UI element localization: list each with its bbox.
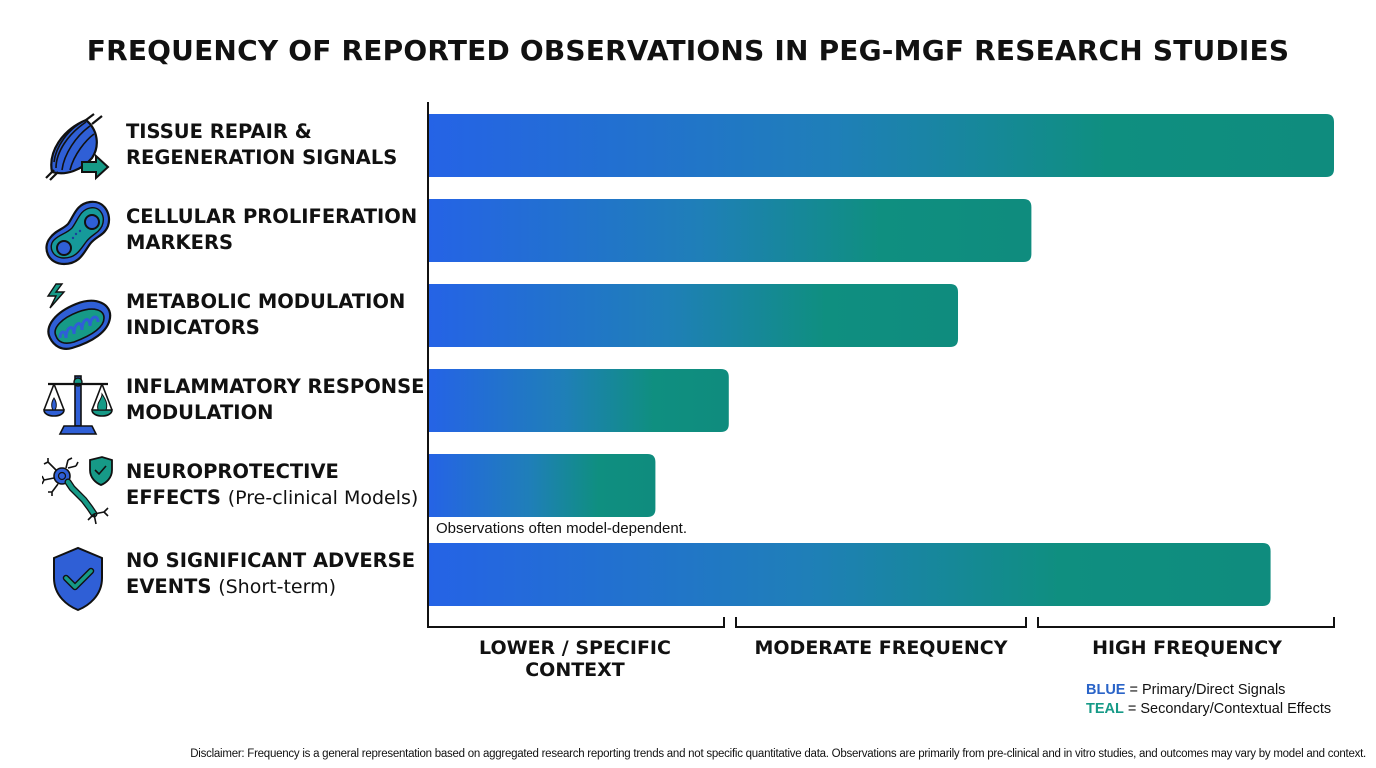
label-qualifier: (Short-term) (218, 576, 336, 598)
x-tier-bracket-0 (427, 617, 725, 628)
label-line: EFFECTS (126, 486, 221, 509)
bar-4 (428, 454, 656, 517)
category-label-adverse-events: NO SIGNIFICANT ADVERSE EVENTS (Short-term… (126, 548, 426, 600)
label-line: INFLAMMATORY RESPONSE (126, 375, 425, 398)
label-line: NEUROPROTECTIVE (126, 460, 339, 483)
label-line: TISSUE REPAIR & (126, 120, 312, 143)
label-line: EVENTS (126, 575, 212, 598)
category-label-neuroprotective: NEUROPROTECTIVE EFFECTS (Pre-clinical Mod… (126, 459, 426, 511)
label-line: MARKERS (126, 231, 234, 254)
bar-1 (428, 199, 1032, 262)
legend: BLUE = Primary/Direct Signals TEAL = Sec… (1086, 681, 1331, 719)
x-tier-label-high: HIGH FREQUENCY (1092, 637, 1282, 659)
bar-0 (428, 114, 1334, 177)
shield-check-icon (53, 546, 103, 612)
label-line: MODULATION (126, 401, 274, 424)
bar-3 (428, 369, 729, 432)
label-line: NO SIGNIFICANT ADVERSE (126, 549, 416, 572)
balance-scale-icon (43, 375, 113, 435)
neuron-shield-icon (42, 456, 113, 525)
x-tier-bracket-1 (735, 617, 1027, 628)
legend-item-teal: TEAL = Secondary/Contextual Effects (1086, 700, 1331, 719)
label-line: CELLULAR PROLIFERATION (126, 205, 418, 228)
bar-2 (428, 284, 959, 347)
category-label-tissue-repair: TISSUE REPAIR & REGENERATION SIGNALS (126, 119, 426, 171)
label-line: METABOLIC MODULATION (126, 290, 406, 313)
bar-5 (428, 543, 1271, 606)
legend-item-blue: BLUE = Primary/Direct Signals (1086, 681, 1331, 700)
mitochondria-bolt-icon (46, 283, 112, 350)
category-label-inflammatory: INFLAMMATORY RESPONSE MODULATION (126, 374, 426, 426)
label-line: REGENERATION SIGNALS (126, 146, 398, 169)
x-tier-label-lower: LOWER / SPECIFIC CONTEXT (479, 637, 671, 681)
category-label-metabolic: METABOLIC MODULATION INDICATORS (126, 289, 426, 341)
disclaimer: Disclaimer: Frequency is a general repre… (190, 748, 1366, 760)
x-tier-bracket-2 (1037, 617, 1335, 628)
legend-key-teal: TEAL (1086, 701, 1124, 717)
legend-text-blue: = Primary/Direct Signals (1129, 682, 1286, 698)
annotation-model-dependent: Observations often model-dependent. (436, 520, 687, 537)
category-label-cellular-proliferation: CELLULAR PROLIFERATION MARKERS (126, 204, 426, 256)
label-qualifier: (Pre-clinical Models) (227, 487, 419, 509)
legend-key-blue: BLUE (1086, 682, 1126, 698)
chart-title: FREQUENCY OF REPORTED OBSERVATIONS IN PE… (86, 34, 1290, 67)
x-tier-label-moderate: MODERATE FREQUENCY (754, 637, 1008, 659)
legend-text-teal: = Secondary/Contextual Effects (1127, 701, 1332, 717)
cell-division-icon (45, 200, 111, 266)
muscle-arrow-icon (45, 113, 110, 181)
label-line: INDICATORS (126, 316, 260, 339)
